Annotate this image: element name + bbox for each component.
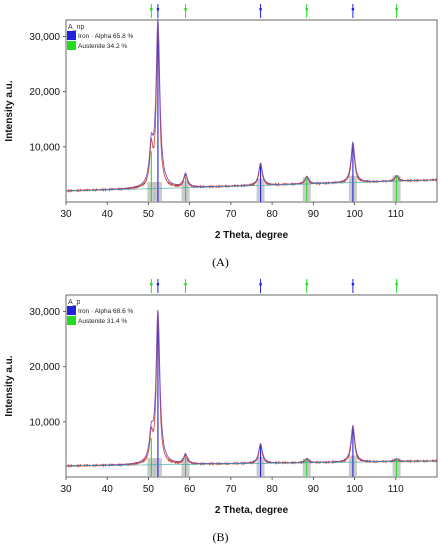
chart-1-legend-swatch-1 [67, 316, 76, 325]
chart-1-x-tick-label-6: 90 [308, 484, 320, 495]
chart-0-x-tick-label-0: 30 [60, 209, 72, 220]
chart-1-y-axis-label: Intensity a.u. [4, 355, 15, 416]
chart-1-legend-label-1: Austenite 31.4 % [78, 318, 127, 325]
chart-0-ref-marker-dot-1-2 [305, 8, 308, 11]
chart-0-x-tick-label-1: 40 [102, 209, 114, 220]
chart-0-ref-marker-dot-1-3 [395, 8, 398, 11]
caption-b: (B) [212, 530, 229, 544]
chart-0-plot-area [65, 19, 438, 203]
chart-1-x-tick-label-7: 100 [346, 484, 363, 495]
chart-0-ref-marker-dot-0-0 [156, 8, 160, 11]
chart-0-ref-marker-dot-1-0 [150, 8, 153, 11]
chart-1-y-tick-label-1: 20,000 [29, 362, 60, 373]
chart-1-x-tick-label-3: 60 [184, 484, 196, 495]
chart-1-x-tick-label-2: 50 [143, 484, 155, 495]
chart-1-ref-marker-dot-0-0 [156, 283, 160, 286]
chart-1-y-tick-label-2: 30,000 [29, 307, 60, 318]
chart-0-y-axis-label: Intensity a.u. [4, 80, 15, 141]
chart-0-x-axis-label: 2 Theta, degree [215, 230, 289, 241]
chart-0-legend-swatch-1 [67, 41, 76, 50]
chart-1-legend-label-0: Iron · Alpha 68.6 % [78, 308, 134, 315]
xrd-plot-b: A_p Iron · Alpha 68.6 % Austenite 31.4 % 30… [4, 279, 438, 516]
chart-0-x-tick-label-6: 90 [308, 209, 320, 220]
chart-1-plot-area [65, 294, 438, 478]
chart-1-x-tick-label-0: 30 [60, 484, 72, 495]
chart-0-legend-label-1: Austenite 34.2 % [78, 43, 127, 50]
chart-0-x-tick-label-3: 60 [184, 209, 196, 220]
chart-0-x-tick-label-5: 80 [267, 209, 279, 220]
chart-1-x-axis-label: 2 Theta, degree [215, 505, 289, 516]
chart-1-ref-marker-dot-1-2 [305, 283, 308, 286]
chart-1-calculated-pattern [66, 309, 437, 467]
chart-1-ref-marker-dot-1-3 [395, 283, 398, 286]
xrd-chart-b: A_p Iron · Alpha 68.6 % Austenite 31.4 % 30… [0, 275, 441, 550]
xrd-chart-a: A_np Iron · Alpha 65.8 % Austenite 34.2 % 3… [4, 4, 438, 269]
chart-0-ref-marker-dot-0-1 [259, 8, 262, 11]
chart-1-sample-label: A_p [68, 299, 81, 306]
chart-1-x-tick-label-1: 40 [102, 484, 114, 495]
chart-0-sample-label: A_np [68, 24, 84, 31]
chart-0-x-tick-label-7: 100 [346, 209, 363, 220]
chart-1-ref-marker-dot-1-1 [184, 283, 187, 286]
chart-0-x-tick-label-4: 70 [225, 209, 237, 220]
chart-1-ref-marker-dot-1-0 [150, 283, 153, 286]
chart-0-x-tick-label-8: 110 [388, 209, 404, 220]
chart-1-y-tick-label-0: 10,000 [29, 417, 60, 428]
chart-0-x-tick-label-2: 50 [143, 209, 155, 220]
chart-0-legend-swatch-0 [67, 31, 76, 40]
chart-0-y-tick-label-1: 20,000 [29, 87, 60, 98]
chart-1-x-tick-label-8: 110 [388, 484, 404, 495]
chart-0-ref-marker-dot-1-1 [184, 8, 187, 11]
caption-a: (A) [212, 255, 229, 269]
chart-1-background-line [65, 460, 438, 467]
chart-0-calculated-pattern [66, 18, 437, 192]
chart-0-legend-label-0: Iron · Alpha 65.8 % [78, 33, 134, 40]
chart-1-legend-swatch-0 [67, 306, 76, 315]
xrd-plot-a: A_np Iron · Alpha 65.8 % Austenite 34.2 % 3… [4, 4, 438, 241]
chart-0-background-line [65, 179, 438, 192]
chart-1-ref-marker-dot-0-2 [351, 283, 355, 286]
chart-0-y-tick-label-0: 10,000 [29, 142, 60, 153]
chart-1-x-tick-label-4: 70 [225, 484, 237, 495]
chart-0-y-tick-label-2: 30,000 [29, 32, 60, 43]
chart-0-ref-marker-dot-0-2 [351, 8, 355, 11]
chart-1-x-tick-label-5: 80 [267, 484, 279, 495]
chart-1-ref-marker-dot-0-1 [259, 283, 262, 286]
